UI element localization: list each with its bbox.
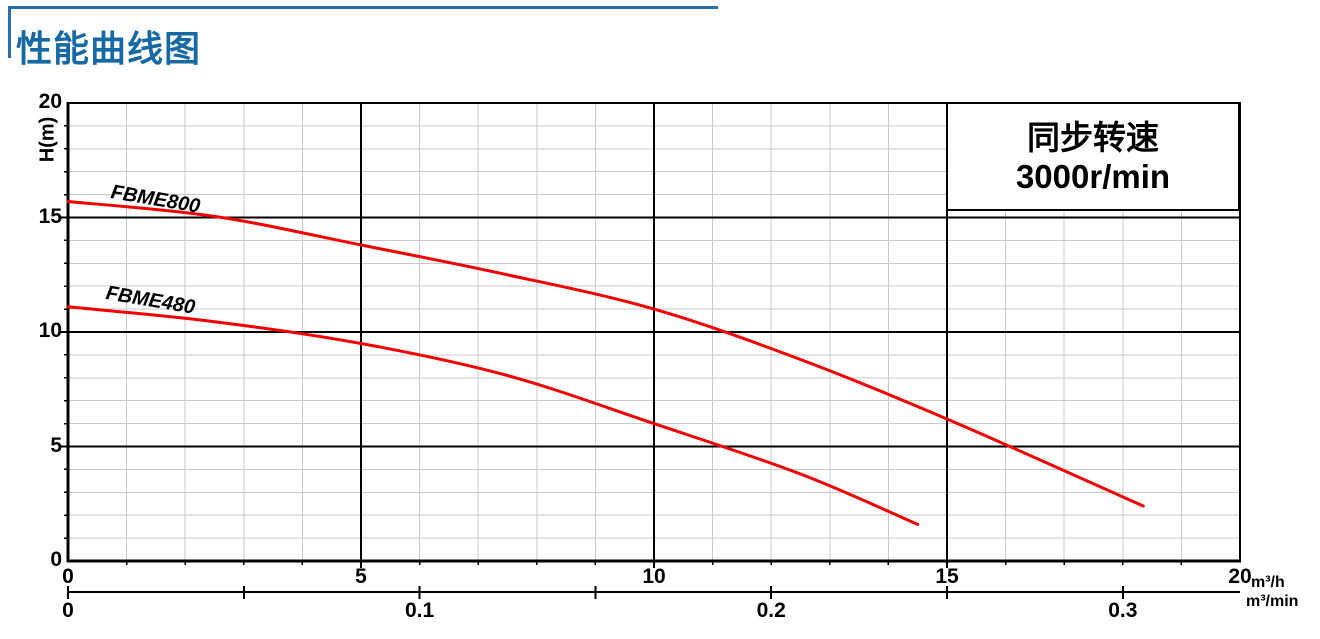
curve-fbme800	[66, 200, 1145, 508]
x-axis-unit-primary: m³/h	[1251, 574, 1285, 591]
pump-curves	[66, 200, 1145, 526]
x-tick-label: 15	[935, 565, 959, 588]
speed-info-line1: 同步转速	[1027, 118, 1159, 156]
axis-ticks	[61, 125, 1183, 568]
y-tick-label: 5	[50, 433, 62, 457]
header-rule-top	[8, 6, 718, 9]
x-tick-label: 20	[1228, 565, 1252, 588]
x-tick-label: 10	[642, 565, 666, 588]
x2-tick-label: 0.1	[404, 599, 435, 622]
page-title: 性能曲线图	[16, 28, 202, 69]
x-tick-label: 0	[62, 565, 74, 588]
y-tick-label: 15	[38, 204, 62, 228]
x-tick-label: 5	[355, 565, 367, 588]
speed-info-box: 同步转速 3000r/min	[946, 102, 1240, 211]
curve-fbme480	[66, 305, 920, 526]
y-tick-label: 20	[38, 90, 62, 114]
x2-tick-label: 0.3	[1108, 599, 1138, 622]
x2-tick-label: 0	[62, 599, 74, 622]
y-axis-label: H(m)	[36, 116, 59, 163]
y-tick-label: 10	[38, 319, 62, 343]
x-axis-unit-secondary: m³/min	[1246, 593, 1299, 610]
x2-tick-label: 0.2	[756, 599, 786, 622]
y-tick-label: 0	[50, 548, 62, 572]
header-rule-left	[8, 6, 11, 58]
speed-info-line2: 3000r/min	[1015, 157, 1171, 195]
secondary-axis	[67, 586, 1240, 599]
